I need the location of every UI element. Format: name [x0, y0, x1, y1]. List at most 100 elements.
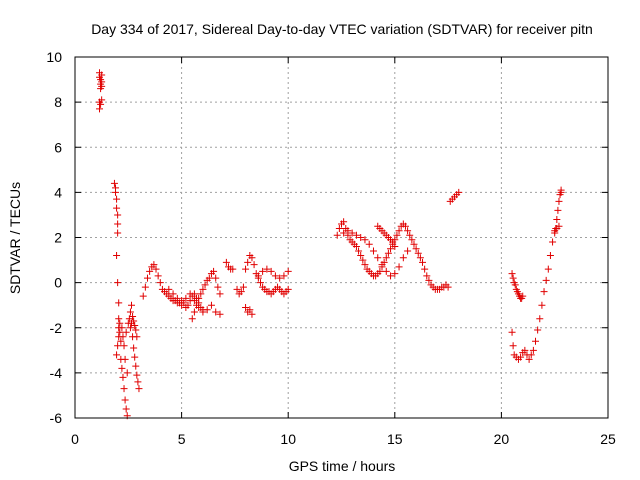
data-point: [538, 301, 546, 309]
series-sdtvar_s: [551, 186, 565, 237]
data-points: [96, 69, 565, 420]
data-point: [348, 229, 356, 237]
data-point: [115, 299, 123, 307]
data-point: [525, 355, 533, 363]
y-axis-ticks: -6 -4 -2 0 2 4 6 8 10: [46, 49, 608, 426]
data-point: [114, 279, 122, 287]
series-sdtvar_b: [110, 179, 123, 323]
data-point: [551, 229, 559, 237]
data-point: [250, 261, 258, 269]
data-point: [256, 279, 264, 287]
y-tick-label: 10: [46, 49, 62, 65]
data-point: [387, 272, 395, 280]
series-sdtvar_p: [446, 188, 463, 205]
data-point: [118, 364, 126, 372]
data-point: [173, 294, 181, 302]
data-point: [534, 326, 542, 334]
data-point: [376, 267, 384, 275]
data-point: [132, 326, 140, 334]
y-tick-label: 0: [54, 275, 62, 291]
data-point: [207, 301, 215, 309]
data-point: [135, 385, 143, 393]
data-point: [410, 240, 418, 248]
data-point: [165, 285, 173, 293]
data-point: [554, 206, 562, 214]
data-point: [387, 245, 395, 253]
data-point: [131, 321, 139, 329]
y-tick-label: -4: [50, 365, 63, 381]
series-sdtvar_g: [188, 267, 224, 323]
data-point: [399, 254, 407, 262]
data-point: [271, 272, 279, 280]
data-point: [205, 274, 213, 282]
data-point: [133, 371, 141, 379]
data-point: [96, 105, 104, 113]
data-point: [114, 342, 122, 350]
data-point: [139, 292, 147, 300]
data-point: [123, 369, 131, 377]
data-point: [542, 276, 550, 284]
x-tick-label: 5: [178, 431, 186, 447]
data-point: [509, 342, 517, 350]
data-point: [527, 351, 535, 359]
data-point: [110, 179, 118, 187]
data-point: [389, 238, 397, 246]
series-sdtvar_q: [508, 270, 527, 302]
data-point: [184, 301, 192, 309]
data-point: [126, 324, 134, 332]
data-point: [114, 220, 122, 228]
data-point: [130, 317, 138, 325]
data-point: [536, 315, 544, 323]
data-point: [519, 292, 527, 300]
data-point: [121, 355, 129, 363]
data-point: [199, 308, 207, 316]
data-point: [120, 385, 128, 393]
data-point: [540, 288, 548, 296]
data-point: [197, 290, 205, 298]
data-point: [384, 249, 392, 257]
data-point: [98, 96, 106, 104]
data-point: [404, 247, 412, 255]
data-point: [229, 265, 237, 273]
data-point: [280, 272, 288, 280]
series-sdtvar_k: [254, 265, 292, 282]
series-sdtvar_j: [252, 270, 292, 298]
data-point: [521, 346, 529, 354]
data-point: [119, 333, 127, 341]
series-sdtvar_h: [222, 252, 258, 298]
x-tick-label: 25: [600, 431, 616, 447]
data-point: [254, 272, 262, 280]
data-point: [212, 274, 220, 282]
data-point: [143, 274, 151, 282]
data-point: [555, 197, 563, 205]
data-point: [395, 227, 403, 235]
data-point: [122, 328, 130, 336]
data-point: [444, 283, 452, 291]
y-tick-label: -2: [50, 320, 63, 336]
data-point: [116, 328, 124, 336]
data-point: [133, 333, 141, 341]
data-point: [216, 310, 224, 318]
data-point: [199, 285, 207, 293]
data-point: [132, 362, 140, 370]
data-point: [195, 294, 203, 302]
data-point: [355, 247, 363, 255]
data-point: [414, 249, 422, 257]
data-point: [408, 236, 416, 244]
series-sdtvar_o: [406, 231, 452, 293]
data-point: [267, 267, 275, 275]
data-point: [517, 353, 525, 361]
data-point: [549, 238, 557, 246]
data-point: [391, 243, 399, 251]
data-point: [126, 308, 134, 316]
data-point: [333, 231, 341, 239]
data-point: [382, 267, 390, 275]
data-point: [242, 303, 250, 311]
data-point: [178, 297, 186, 305]
data-point: [201, 281, 209, 289]
data-point: [352, 243, 360, 251]
series-sdtvar_c: [113, 319, 131, 420]
data-point: [361, 261, 369, 269]
data-point: [404, 227, 412, 235]
data-point: [244, 258, 252, 266]
